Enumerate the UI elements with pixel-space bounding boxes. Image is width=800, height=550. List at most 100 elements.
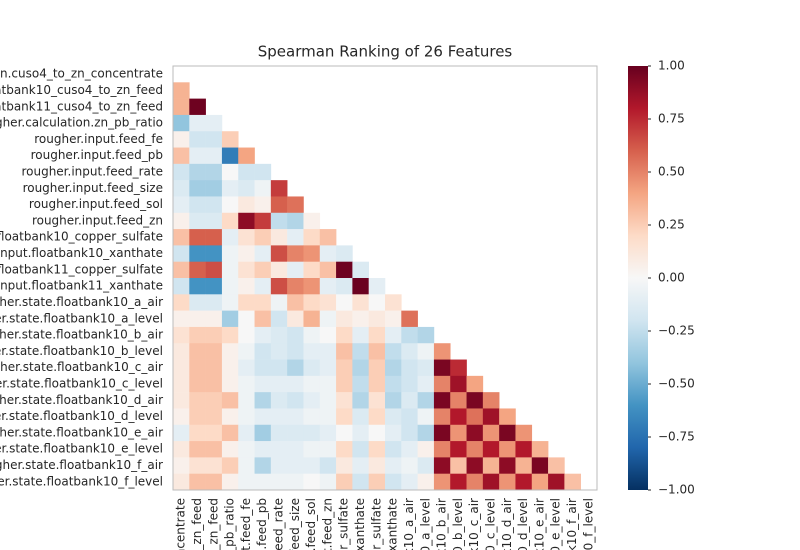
heatmap-cell [336,441,353,458]
heatmap-cell [515,473,533,491]
heatmap-cell [385,441,402,458]
y-tick-label: rougher.calculation.zn_pb_ratio [0,116,163,130]
heatmap-cell [336,457,353,474]
x-tick-label: rougher.state.floatbank10_b_air [435,498,449,550]
heatmap-cell [173,392,190,409]
heatmap-cell [254,408,272,426]
heatmap-cell [254,294,272,311]
heatmap-cell [385,326,402,344]
heatmap-cell [205,245,223,262]
heatmap-cell [287,375,304,393]
heatmap-cell [352,261,369,279]
y-tick-label: rougher.calculation.floatbank11_cuso4_to… [0,99,163,113]
heatmap-cell [433,375,451,393]
heatmap-cell [254,278,272,295]
heatmap-cell [319,245,337,262]
heatmap-cell [189,457,206,474]
heatmap-cell [270,294,288,311]
heatmap-cell [270,229,288,246]
heatmap-cell [401,326,418,344]
heatmap-cell [221,473,239,491]
heatmap-cell [238,196,255,214]
x-tick-label: rougher.input.floatbank10_xanthate [353,498,367,550]
y-tick-label: rougher.state.floatbank10_d_air [0,393,163,407]
heatmap-cell [287,245,304,262]
heatmap-cell [238,294,255,311]
heatmap-cell [303,310,321,328]
heatmap-cell [189,114,206,132]
colorbar-tick-label: 0.75 [658,112,685,126]
heatmap-cell [270,310,288,328]
heatmap-cell [221,326,239,344]
heatmap-cell [401,310,418,328]
heatmap-cell [466,457,484,474]
heatmap-cell [238,245,255,262]
colorbar-tick-label: 1.00 [658,59,685,73]
heatmap-cell [221,180,239,197]
heatmap-cell [173,245,190,262]
heatmap-cell [336,294,353,311]
heatmap-cell [303,343,321,360]
heatmap-cell [303,261,321,279]
x-tick-label: rougher.state.floatbank10_f_air [565,498,579,550]
x-tick-label: rougher.calculation.cuso4_to_zn_concentr… [174,498,188,550]
heatmap-cell [482,392,500,409]
heatmap-cell [433,408,451,426]
heatmap-cell [319,473,337,491]
heatmap-cell [238,147,255,165]
y-tick-label: rougher.input.floatbank11_xanthate [0,279,163,293]
heatmap-cell [450,424,467,442]
y-tick-label: rougher.state.floatbank10_b_air [0,328,163,342]
heatmap-cell [205,229,223,246]
heatmap-cell [368,473,386,491]
heatmap-cell [221,196,239,214]
heatmap-cell [221,375,239,393]
heatmap-cell [238,261,255,279]
heatmap-cell [336,408,353,426]
heatmap-cell [531,457,549,474]
heatmap-cell [254,359,272,377]
heatmap-cell [319,326,337,344]
heatmap-cell [499,473,516,491]
heatmap-cell [270,457,288,474]
heatmap-cell [433,457,451,474]
heatmap-cell [385,359,402,377]
heatmap-cell [205,196,223,214]
heatmap-cell [173,212,190,230]
heatmap-cell [189,473,206,491]
x-tick-label: rougher.input.feed_zn [320,498,334,550]
heatmap-cell [270,375,288,393]
heatmap-cell [303,424,321,442]
heatmap-cell [287,392,304,409]
heatmap-cell [270,441,288,458]
heatmap-cell [221,212,239,230]
heatmap-cell [254,212,272,230]
heatmap-cell [254,424,272,442]
heatmap-cell [270,343,288,360]
heatmap-cell [319,441,337,458]
heatmap-cell [270,196,288,214]
heatmap-cell [319,261,337,279]
heatmap-cell [433,392,451,409]
x-tick-label: rougher.input.floatbank11_copper_sulfate [369,498,383,550]
heatmap-cell [564,473,581,491]
heatmap-cell [482,424,500,442]
heatmap-cell [238,441,255,458]
x-tick-label: rougher.input.floatbank11_xanthate [386,498,400,550]
heatmap-cell [173,196,190,214]
heatmap-cell [221,131,239,148]
heatmap-cell [254,229,272,246]
heatmap-cell [205,408,223,426]
heatmap-cell [205,473,223,491]
heatmap-cell [368,310,386,328]
heatmap-cell [482,441,500,458]
heatmap-cell [205,212,223,230]
heatmap-cell [189,245,206,262]
heatmap-cell [352,359,369,377]
x-tick-label: rougher.state.floatbank10_f_level [581,498,595,550]
heatmap-cell [205,131,223,148]
heatmap-cell [238,375,255,393]
x-tick-label: rougher.state.floatbank10_a_air [402,498,416,550]
x-tick-label: rougher.input.feed_rate [272,498,286,550]
heatmap-cell [221,310,239,328]
